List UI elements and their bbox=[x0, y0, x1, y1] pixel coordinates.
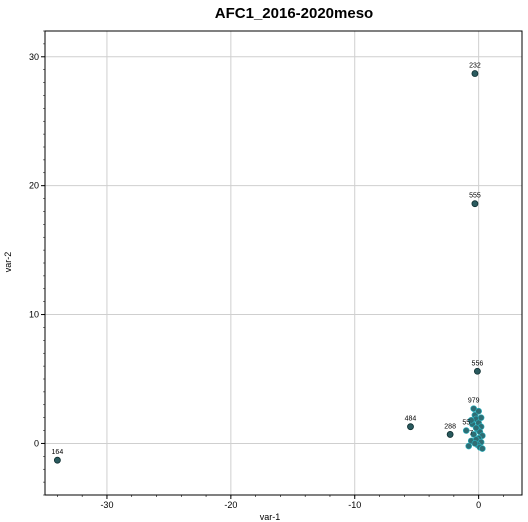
data-point bbox=[479, 445, 486, 452]
data-points bbox=[53, 70, 486, 464]
data-point bbox=[471, 70, 479, 77]
data-point bbox=[472, 424, 480, 432]
y-axis-label: var-2 bbox=[3, 252, 13, 273]
point-label: 484 bbox=[405, 416, 417, 423]
point-label: 55 bbox=[462, 420, 470, 427]
data-point bbox=[473, 367, 481, 375]
grid-lines bbox=[45, 31, 522, 495]
point-label: 164 bbox=[52, 449, 64, 456]
data-point bbox=[475, 407, 482, 415]
x-tick-label: -20 bbox=[224, 500, 237, 510]
point-labels: 164 484 288 232 555 556 55 979 7 bbox=[52, 63, 484, 457]
data-point bbox=[477, 414, 485, 421]
data-point bbox=[465, 442, 473, 450]
data-point bbox=[467, 416, 475, 424]
y-tick-label: 30 bbox=[29, 52, 39, 62]
x-axis-ticks: -30 -20 -10 0 bbox=[57, 495, 504, 510]
point-label: 555 bbox=[469, 193, 481, 200]
data-point bbox=[471, 440, 479, 447]
x-tick-label: -30 bbox=[100, 500, 113, 510]
point-label: 979 bbox=[468, 398, 480, 405]
data-point bbox=[407, 423, 414, 431]
data-point bbox=[446, 431, 454, 438]
y-tick-label: 20 bbox=[29, 181, 39, 191]
y-tick-label: 10 bbox=[29, 310, 39, 320]
y-axis-ticks: 0 10 20 30 bbox=[29, 30, 45, 496]
point-label: 556 bbox=[472, 360, 484, 367]
x-tick-label: -10 bbox=[348, 500, 361, 510]
y-tick-label: 0 bbox=[34, 438, 39, 448]
point-label: 232 bbox=[469, 63, 481, 70]
x-axis-label: var-1 bbox=[260, 512, 281, 522]
chart-title: AFC1_2016-2020meso bbox=[215, 5, 373, 22]
x-tick-label: 0 bbox=[476, 500, 481, 510]
point-label: 288 bbox=[444, 423, 456, 430]
data-point bbox=[462, 427, 470, 434]
data-point bbox=[53, 456, 61, 464]
data-point bbox=[471, 200, 479, 208]
point-label: 7 bbox=[469, 430, 473, 437]
